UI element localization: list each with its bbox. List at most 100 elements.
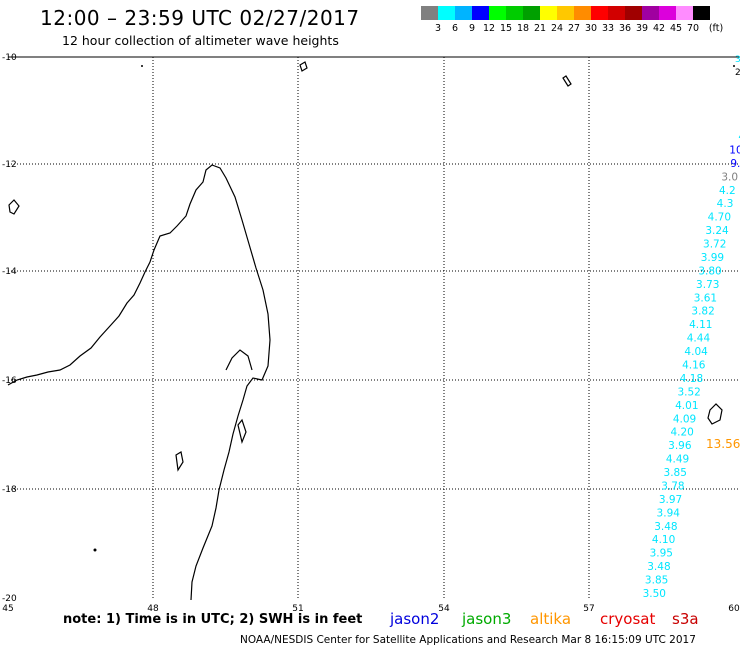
wave-height-value: 3.94 [657, 507, 681, 519]
lat-grid [8, 163, 740, 490]
wave-height-value: 4.09 [673, 413, 696, 425]
legend-swatch [574, 6, 591, 20]
wave-height-value: 3.82 [691, 306, 714, 318]
wave-height-value: 3.73 [696, 279, 719, 291]
small-island-north [299, 61, 308, 72]
wave-height-value: 3.48 [647, 561, 670, 573]
wave-height-value: 3.97 [659, 494, 682, 506]
legend-swatch [591, 6, 608, 20]
legend-swatch [523, 6, 540, 20]
lon-label: 60 [728, 604, 740, 614]
wave-height-value: 3.50 [643, 588, 666, 600]
wave-height-value: 3.85 [664, 467, 687, 479]
legend-label: 30 [584, 23, 598, 34]
altimeter-track-values: 4109.3.04.24.34.703.243.723.993.803.733.… [643, 131, 740, 600]
legend-swatch [676, 6, 693, 20]
wave-height-value: 3.72 [703, 239, 726, 251]
edge-label: 2 [735, 68, 740, 78]
wave-height-value: 3.78 [661, 480, 684, 492]
legend-swatch [489, 6, 506, 20]
cargados-shoal [562, 75, 572, 87]
wave-height-value: 3.96 [668, 440, 692, 452]
lon-label: 45 [2, 604, 13, 614]
legend-swatch [472, 6, 489, 20]
legend-swatch [557, 6, 574, 20]
wave-height-value: 4.11 [689, 319, 712, 331]
legend-label: 27 [567, 23, 581, 34]
legend-label: 45 [669, 23, 683, 34]
wave-height-value: 10 [729, 144, 740, 156]
lat-label: -18 [2, 485, 17, 495]
lat-labels: -10 -12 -14 -16 -18 -20 [2, 53, 17, 604]
legend-label: 9 [468, 23, 476, 34]
legend-swatch [506, 6, 523, 20]
sainte-marie-island [237, 418, 247, 444]
legend-swatch [540, 6, 557, 20]
wave-height-value: 4.2 [719, 185, 736, 197]
legend-label: 18 [516, 23, 530, 34]
color-legend [421, 6, 710, 20]
wave-height-value: 4.49 [666, 454, 689, 466]
wave-height-value: 4.3 [717, 198, 734, 210]
lat-label: -16 [2, 376, 17, 386]
wave-height-value: 3.48 [654, 521, 677, 533]
wave-height-value: 4.44 [687, 333, 711, 345]
legend-label: 39 [635, 23, 649, 34]
credit-line: NOAA/NESDIS Center for Satellite Applica… [240, 634, 696, 646]
page-subtitle: 12 hour collection of altimeter wave hei… [62, 33, 339, 48]
wave-height-value: 3.24 [705, 225, 729, 237]
legend-label: 24 [550, 23, 564, 34]
wave-height-value: 3.85 [645, 575, 668, 587]
color-legend-labels: 3 6 9 12 15 18 21 24 27 30 33 36 39 42 45 70 (ft) [421, 23, 740, 35]
madagascar-coastline [7, 164, 271, 601]
footer-note: note: 1) Time is in UTC; 2) SWH is in fe… [63, 612, 363, 627]
nosy-be-island [8, 199, 20, 215]
legend-swatch [625, 6, 642, 20]
lat-label: -14 [2, 267, 17, 277]
wave-height-value: 4.01 [675, 400, 698, 412]
legend-label: (ft) [708, 23, 724, 34]
page-title: 12:00 – 23:59 UTC 02/27/2017 [40, 6, 360, 30]
legend-swatch [659, 6, 676, 20]
satellite-s3a: s3a [672, 610, 699, 628]
islet [141, 65, 143, 67]
legend-label: 21 [533, 23, 547, 34]
wave-height-value: 3.0 [721, 171, 738, 183]
legend-label: 3 [434, 23, 442, 34]
satellite-jason3: jason3 [462, 610, 512, 628]
wave-height-value: 4.10 [652, 534, 675, 546]
legend-swatch [693, 6, 710, 20]
edge-label: 3 [735, 55, 740, 65]
legend-label: 70 [686, 23, 700, 34]
satellite-altika: altika [530, 610, 572, 628]
wave-height-value: 4.04 [684, 346, 708, 358]
lon-label: 57 [583, 604, 594, 614]
wave-height-value: 4.20 [670, 427, 693, 439]
satellite-jason2: jason2 [390, 610, 440, 628]
legend-swatch [455, 6, 472, 20]
legend-label: 42 [652, 23, 666, 34]
legend-swatch [438, 6, 455, 20]
legend-label: 33 [601, 23, 615, 34]
wave-height-value: 4.16 [682, 360, 706, 372]
lon-grid [152, 57, 590, 598]
small-island-west [175, 451, 184, 472]
legend-label: 6 [451, 23, 459, 34]
lon-label: 48 [147, 604, 159, 614]
lon-labels: 45 48 51 54 57 60 3 2 [2, 55, 740, 614]
lon-label: 51 [292, 604, 303, 614]
lat-label: -12 [2, 160, 17, 170]
wave-height-value-orange: 13.56 [706, 437, 740, 451]
islet [733, 65, 735, 67]
legend-label: 36 [618, 23, 632, 34]
lat-label: -10 [2, 53, 17, 63]
legend-label: 12 [482, 23, 496, 34]
wave-height-value: 9. [730, 158, 740, 170]
wave-height-value: 3.80 [698, 265, 721, 277]
lat-label: -20 [2, 594, 17, 604]
wave-height-value: 3.95 [650, 548, 673, 560]
wave-height-value: 4.18 [680, 373, 703, 385]
islet [93, 548, 97, 552]
wave-height-value: 3.61 [694, 292, 717, 304]
